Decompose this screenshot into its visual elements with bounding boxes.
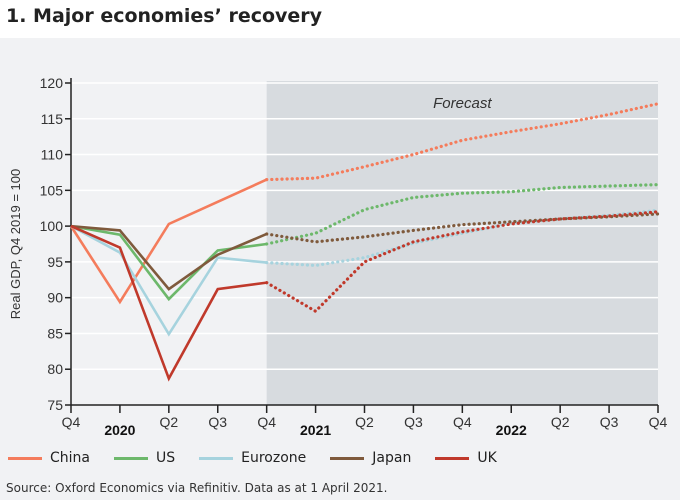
forecast-label: Forecast <box>433 95 492 112</box>
y-tick-label: 120 <box>40 75 64 91</box>
legend-swatch <box>114 456 148 460</box>
legend-label: Eurozone <box>241 450 307 466</box>
x-tick-label: Q4 <box>62 414 81 430</box>
x-tick-label: 2020 <box>104 422 135 438</box>
x-tick-label: Q3 <box>600 414 619 430</box>
x-tick-label: Q3 <box>208 414 227 430</box>
x-tick-label: Q2 <box>159 414 178 430</box>
y-axis-label: Real GDP, Q4 2019 = 100 <box>8 169 23 319</box>
legend-item-uk: UK <box>435 450 497 466</box>
series-japan-actual <box>70 224 268 291</box>
x-tick-label: Q3 <box>404 414 423 430</box>
y-tick-label: 100 <box>40 218 64 234</box>
y-tick-label: 110 <box>41 147 64 163</box>
x-tick-label: Q4 <box>453 414 472 430</box>
legend-label: UK <box>477 450 497 466</box>
header: 1. Major economies’ recovery <box>0 0 680 38</box>
legend-label: Japan <box>372 450 412 466</box>
legend-swatch <box>199 456 234 460</box>
x-tick-label: Q4 <box>257 414 276 430</box>
y-tick-label: 115 <box>41 111 64 127</box>
legend-item-us: US <box>114 450 175 466</box>
chart-title: 1. Major economies’ recovery <box>6 5 323 27</box>
legend-label: US <box>156 450 176 466</box>
y-tick-label: 75 <box>47 397 63 413</box>
y-tick-label: 85 <box>47 325 63 341</box>
x-tick-label: Q2 <box>551 414 570 430</box>
legend-label: China <box>50 450 90 466</box>
legend-swatch <box>8 456 42 460</box>
x-tick-label: 2022 <box>496 422 527 438</box>
y-tick-label: 95 <box>47 254 63 270</box>
x-tick-label: 2021 <box>300 422 331 438</box>
legend-swatch <box>330 456 365 460</box>
series-eurozone-actual <box>70 224 267 337</box>
forecast-region <box>266 81 658 405</box>
x-tick-label: Q2 <box>355 414 374 430</box>
legend-item-china: China <box>8 450 90 466</box>
legend-item-eurozone: Eurozone <box>199 450 306 466</box>
legend-item-japan: Japan <box>330 450 411 466</box>
source-note: Source: Oxford Economics via Refinitiv. … <box>6 481 388 495</box>
y-tick-label: 90 <box>47 290 63 306</box>
legend: China US Eurozone Japan UK <box>8 450 521 466</box>
y-tick-label: 80 <box>47 361 63 377</box>
x-tick-label: Q4 <box>649 414 668 430</box>
y-tick-label: 105 <box>40 182 64 198</box>
legend-swatch <box>435 456 470 460</box>
